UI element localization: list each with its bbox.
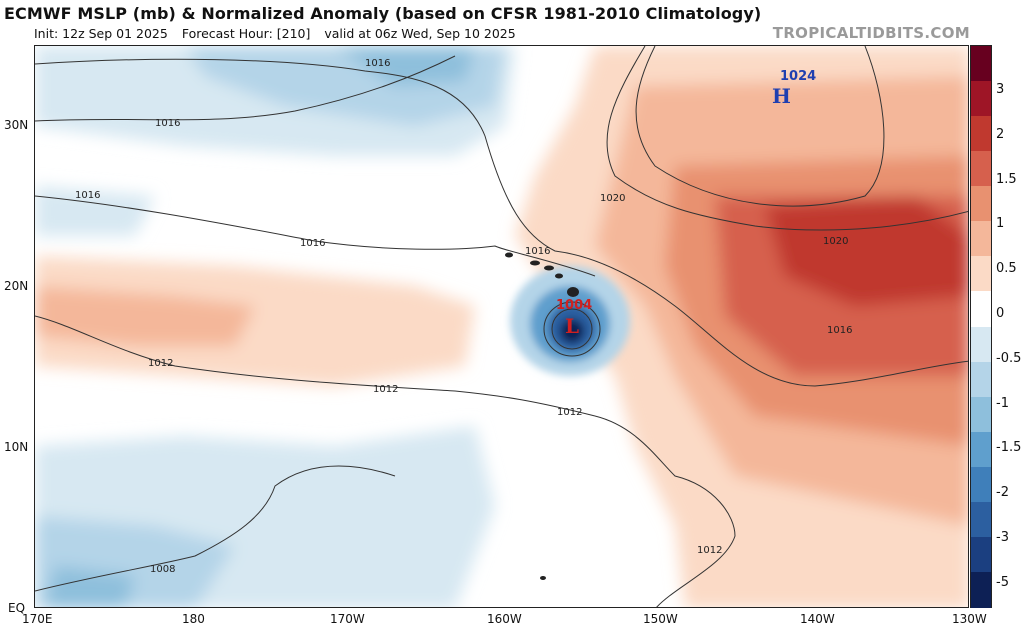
isobar-1008: [35, 465, 396, 592]
lon-label-150w: 150W: [643, 612, 678, 626]
colorbar-segment: [971, 571, 991, 608]
isobar-label: 1016: [525, 246, 550, 257]
colorbar-label: -1: [996, 395, 1009, 411]
colorbar-label: 3: [996, 82, 1005, 97]
colorbar-segment: [971, 431, 991, 468]
colorbar-segment: [971, 46, 991, 82]
hawaiian-islands: [505, 252, 579, 580]
init-time: Init: 12z Sep 01 2025: [34, 26, 168, 41]
colorbar-label: -5: [996, 574, 1009, 590]
isobar-1012: [35, 315, 596, 417]
colorbar-segment: [971, 81, 991, 117]
colorbar-label: -1.5: [996, 440, 1022, 456]
isobar-lines: [35, 46, 968, 607]
colorbar-segment: [971, 186, 991, 222]
colorbar-label: -3: [996, 530, 1009, 545]
colorbar-segment: [971, 221, 991, 257]
isobar-label: 1016: [827, 325, 852, 336]
colorbar-label: 2: [996, 126, 1005, 142]
map-panel: 1016 1016 1016 1016 1016 1020 1020 1016 …: [34, 45, 969, 608]
isobar-1024: [635, 46, 885, 207]
map-title: ECMWF MSLP (mb) & Normalized Anomaly (ba…: [4, 4, 762, 23]
island: [505, 252, 513, 258]
isobar-1012-east: [594, 415, 736, 607]
isobar-1016-a: [35, 55, 456, 122]
isobar-label: 1016: [155, 118, 180, 129]
colorbar-segment: [971, 256, 991, 292]
isobar-labels: 1016 1016 1016 1016 1016 1020 1020 1016 …: [75, 58, 852, 575]
low-isobar-inner: [551, 308, 593, 350]
isobar-label: 1020: [823, 236, 848, 247]
isobar-1020: [606, 46, 968, 231]
map-subtitle: Init: 12z Sep 01 2025 Forecast Hour: [21…: [34, 26, 526, 41]
lat-label-30n: 30N: [4, 118, 29, 132]
low-isobar-outer: [543, 301, 601, 357]
colorbar-segment: [971, 151, 991, 187]
colorbar-segment: [971, 466, 991, 503]
isobar-label: 1012: [373, 384, 398, 395]
colorbar-label: 0.5: [996, 261, 1017, 277]
low-anomaly-core: [510, 266, 630, 376]
lat-label-20n: 20N: [4, 279, 29, 293]
colorbar-segment: [971, 501, 991, 538]
colorbar-segment: [971, 536, 991, 573]
lon-label-130w: 130W: [952, 612, 987, 626]
positive-anomaly-region: [515, 46, 968, 607]
anomaly-map: 1016 1016 1016 1016 1016 1020 1020 1016 …: [35, 46, 968, 607]
lon-label-170w: 170W: [330, 612, 365, 626]
colorbar-segment: [971, 361, 991, 398]
colorbar-segment: [971, 116, 991, 152]
isobar-label: 1016: [365, 58, 390, 69]
island: [544, 265, 554, 271]
isobar-label: 1016: [75, 190, 100, 201]
colorbar-label: -0.5: [996, 350, 1022, 366]
high-pressure-marker: H: [772, 84, 791, 108]
isobar-label: 1012: [148, 358, 173, 369]
forecast-hour: Forecast Hour: [210]: [181, 26, 311, 41]
lon-label-160w: 160W: [487, 612, 522, 626]
colorbar-segment: [971, 396, 991, 433]
low-pressure-marker: L: [565, 314, 579, 338]
island: [567, 287, 579, 297]
positive-anomaly-west: [35, 256, 475, 386]
brand-watermark: TROPICALTIDBITS.COM: [772, 24, 970, 42]
lat-label-eq: EQ: [8, 601, 26, 615]
isobar-label: 1012: [697, 545, 722, 556]
lon-label-180: 180: [182, 612, 205, 626]
island: [555, 273, 563, 279]
isobar-label: 1012: [557, 407, 582, 418]
anomaly-colorbar: [970, 45, 992, 608]
colorbar-label: 1: [996, 216, 1005, 232]
isobar-1016-north: [35, 58, 968, 387]
high-pressure-value: 1024: [780, 69, 816, 84]
isobar-1016-b: [35, 195, 596, 277]
island: [540, 576, 546, 580]
colorbar-segment: [971, 291, 991, 327]
isobar-label: 1020: [600, 193, 625, 204]
colorbar-label: 1.5: [996, 171, 1017, 187]
lon-label-140w: 140W: [800, 612, 835, 626]
valid-time: valid at 06z Wed, Sep 10 2025: [324, 26, 516, 41]
lat-label-10n: 10N: [4, 440, 29, 454]
low-pressure-value: 1004: [556, 298, 592, 313]
negative-anomaly-region: [35, 46, 515, 607]
lon-label-170e: 170E: [22, 612, 53, 626]
colorbar-label: -2: [996, 485, 1009, 501]
pressure-centers: 1024 H 1004 L: [556, 69, 816, 338]
colorbar-segment: [971, 326, 991, 363]
isobar-label: 1016: [300, 238, 325, 249]
isobar-label: 1008: [150, 564, 175, 575]
island: [530, 260, 540, 266]
colorbar-label: 0: [996, 306, 1005, 321]
